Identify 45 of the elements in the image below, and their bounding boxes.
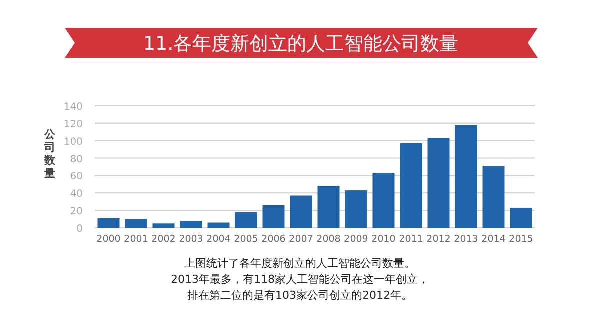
bar: [235, 212, 258, 228]
y-tick-label: 80: [70, 154, 83, 166]
bar: [98, 218, 120, 228]
y-tick-label: 60: [70, 172, 83, 183]
x-tick-label: 2008: [316, 234, 341, 245]
text: 排在第二位的是有103家公司创立的2012年。: [188, 289, 412, 302]
bar: [290, 196, 312, 228]
x-tick-label: 2007: [289, 234, 314, 245]
y-axis-title: 公司数量: [44, 128, 56, 180]
y-tick-label: 0: [76, 224, 83, 235]
y-tick-label: 140: [64, 102, 83, 113]
text: 上图统计了各年度新创立的人工智能公司数量。: [184, 257, 416, 270]
y-tick-label: 100: [64, 136, 83, 148]
y-tick-label: 120: [64, 119, 83, 130]
x-tick-label: 2001: [124, 234, 148, 245]
text: 2013年最多，有118家人工智能公司在这一年创立，: [171, 273, 429, 286]
bar: [428, 138, 450, 228]
x-tick-label: 2014: [482, 234, 506, 245]
x-tick-label: 2015: [509, 234, 534, 245]
x-tick-label: 2002: [152, 234, 176, 245]
bar: [125, 219, 148, 228]
x-tick-label: 2006: [262, 234, 286, 245]
x-tick-label: 2004: [206, 234, 231, 245]
bar: [208, 222, 230, 228]
x-tick-label: 2013: [454, 234, 478, 245]
y-tick-label: 40: [70, 189, 83, 200]
x-tick-label: 2009: [344, 234, 368, 245]
bar: [400, 143, 422, 228]
bar: [455, 125, 478, 228]
y-tick-label: 20: [70, 206, 83, 218]
bar: [180, 221, 202, 228]
bar: [318, 186, 340, 228]
x-tick-label: 2010: [372, 234, 396, 245]
chart-title: 11.各年度新创立的人工智能公司数量: [143, 33, 459, 55]
bar: [262, 205, 285, 228]
x-tick-label: 2012: [426, 234, 451, 245]
x-tick-label: 2005: [234, 234, 258, 245]
x-tick-label: 2011: [399, 234, 424, 245]
bar: [152, 224, 175, 228]
bar: [482, 166, 505, 228]
x-tick-label: 2003: [179, 234, 204, 245]
bar: [372, 173, 395, 228]
bar: [510, 208, 532, 228]
bar: [345, 190, 368, 228]
x-tick-label: 2000: [96, 234, 121, 245]
